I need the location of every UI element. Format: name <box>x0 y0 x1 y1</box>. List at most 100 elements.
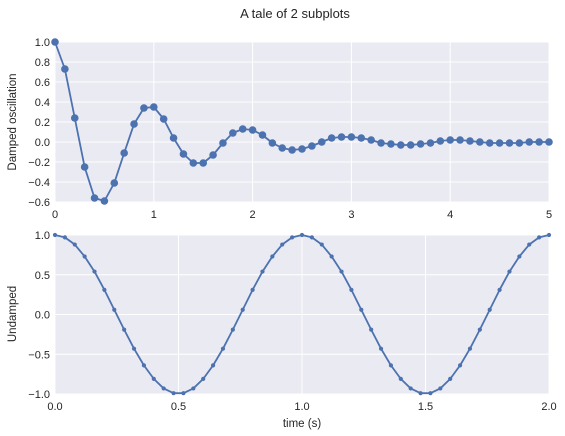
data-point-top <box>298 145 306 153</box>
data-point-top <box>456 136 464 144</box>
undamped-subplot: −1.0 −0.5 0.0 0.5 1.0 0.0 0.5 1.0 1.5 2.0 Undamp… <box>7 230 557 430</box>
data-point-top <box>61 65 69 73</box>
x-tick-label-top: 3 <box>348 209 354 221</box>
undamped-markers <box>52 232 552 396</box>
data-point-top <box>308 142 316 150</box>
data-point-top <box>80 163 89 171</box>
damped-oscillation-subplot: −0.6 −0.4 −0.2 0.0 0.2 0.4 0.6 0.8 1.0 0 1 2 3 4 5 Da… <box>7 37 553 221</box>
data-point-top <box>387 140 395 148</box>
data-point-bottom <box>141 363 147 368</box>
data-point-top <box>397 141 405 149</box>
data-point-top <box>110 179 119 187</box>
y-tick-label-top: −0.2 <box>28 157 50 169</box>
data-point-bottom <box>497 287 502 292</box>
data-point-bottom <box>299 232 305 238</box>
data-point-bottom <box>131 346 137 351</box>
damped-oscillation-markers <box>51 38 553 205</box>
y-tick-label-top: 1.0 <box>35 37 50 49</box>
y-tick-label-top: 0.8 <box>35 57 50 69</box>
data-point-bottom <box>537 235 542 240</box>
data-point-top <box>229 129 237 137</box>
data-point-bottom <box>457 363 463 368</box>
data-point-bottom <box>82 254 87 259</box>
data-point-bottom <box>72 242 77 247</box>
data-point-top <box>169 134 178 142</box>
y-tick-label-bottom: 0.0 <box>35 310 50 322</box>
data-point-top <box>426 139 435 147</box>
data-point-top <box>545 138 553 146</box>
data-point-bottom <box>102 287 107 292</box>
data-point-top <box>70 114 79 122</box>
data-point-top <box>525 138 534 146</box>
data-point-bottom <box>448 376 453 381</box>
y-tick-labels-top: −0.6 −0.4 −0.2 0.0 0.2 0.4 0.6 0.8 1.0 <box>28 37 50 209</box>
data-point-bottom <box>546 232 552 238</box>
data-point-bottom <box>438 386 443 391</box>
x-tick-label-bottom: 0.5 <box>171 401 186 413</box>
data-point-bottom <box>428 391 433 396</box>
data-point-top <box>337 133 346 141</box>
data-point-bottom <box>210 363 216 368</box>
y-tick-labels-bottom: −1.0 −0.5 0.0 0.5 1.0 <box>28 230 50 401</box>
x-tick-label-bottom: 2.0 <box>541 401 556 413</box>
figure-title: A tale of 2 subplots <box>240 6 350 21</box>
data-point-bottom <box>191 386 196 391</box>
y-tick-label-bottom: 1.0 <box>35 230 50 242</box>
data-point-bottom <box>319 242 324 247</box>
x-tick-label-bottom: 1.5 <box>418 401 433 413</box>
data-point-top <box>150 103 158 111</box>
data-point-bottom <box>369 327 374 332</box>
data-point-bottom <box>329 254 334 259</box>
data-point-bottom <box>181 391 186 396</box>
data-point-top <box>100 197 109 205</box>
x-tick-label-top: 1 <box>151 209 157 221</box>
data-point-bottom <box>388 363 394 368</box>
data-point-bottom <box>260 269 265 274</box>
data-point-top <box>367 136 375 144</box>
y-tick-label-bottom: 0.5 <box>35 270 50 282</box>
data-point-top <box>505 139 514 147</box>
data-point-bottom <box>250 287 255 292</box>
y-tick-label-top: 0.6 <box>35 77 50 89</box>
data-point-top <box>199 159 207 167</box>
data-point-top <box>90 194 99 202</box>
data-point-bottom <box>62 235 67 240</box>
data-point-bottom <box>418 391 423 396</box>
data-point-top <box>159 115 168 123</box>
y-tick-label-top: −0.6 <box>28 197 50 209</box>
data-point-bottom <box>290 235 295 240</box>
data-point-bottom <box>309 235 314 240</box>
data-point-top <box>377 139 385 147</box>
data-point-top <box>268 139 277 147</box>
data-point-bottom <box>52 232 58 238</box>
grid-top <box>54 41 550 203</box>
data-point-top <box>278 144 287 152</box>
data-point-bottom <box>92 269 97 274</box>
data-point-bottom <box>378 346 384 351</box>
data-point-top <box>327 134 336 142</box>
data-point-top <box>357 134 366 142</box>
y-tick-label-top: 0.2 <box>35 117 50 129</box>
data-point-top <box>189 159 198 167</box>
x-tick-label-top: 4 <box>447 209 453 221</box>
x-tick-label-bottom: 0.0 <box>47 401 62 413</box>
x-tick-label-top: 2 <box>250 209 256 221</box>
data-point-top <box>51 38 59 46</box>
data-point-bottom <box>240 307 245 312</box>
x-tick-label-top: 5 <box>546 209 552 221</box>
data-point-bottom <box>359 307 364 312</box>
data-point-bottom <box>112 307 117 312</box>
data-point-bottom <box>270 254 275 259</box>
x-tick-label-bottom: 1.0 <box>294 401 309 413</box>
data-point-top <box>219 139 227 147</box>
data-point-top <box>248 126 257 134</box>
data-point-top <box>476 138 484 146</box>
data-point-bottom <box>507 269 512 274</box>
data-point-top <box>535 138 543 146</box>
data-point-bottom <box>487 307 492 312</box>
data-point-top <box>120 149 128 157</box>
y-axis-label-bottom: Undamped <box>7 286 19 342</box>
data-point-top <box>515 139 524 147</box>
data-point-top <box>288 146 296 154</box>
data-point-bottom <box>517 254 522 259</box>
